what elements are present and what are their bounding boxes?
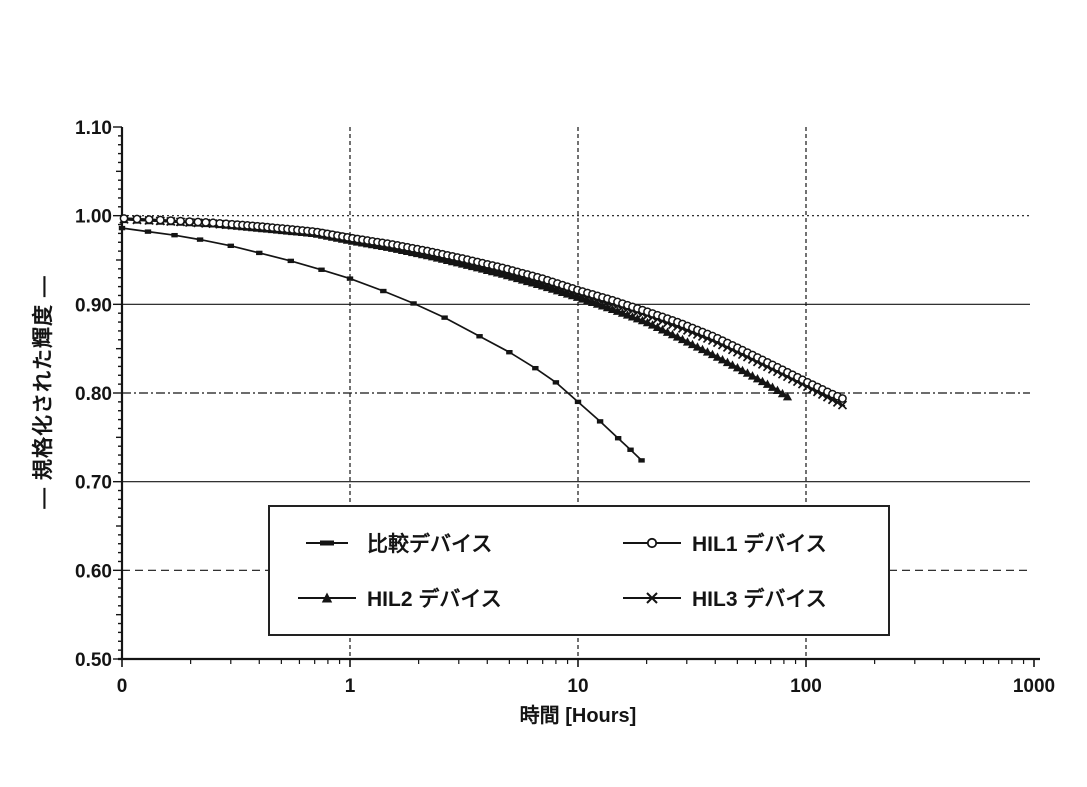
legend-item-hil1: HIL1 デバイス xyxy=(621,515,888,571)
legend-label-hil1: HIL1 デバイス xyxy=(692,532,827,556)
svg-text:0.90: 0.90 xyxy=(75,295,112,316)
hil1-circle-marker-icon xyxy=(623,537,681,548)
y-axis-title: ― 規格化された輝度 ― xyxy=(32,275,55,509)
comparison-line-marker-icon xyxy=(306,540,348,546)
legend-item-hil3: HIL3 デバイス xyxy=(621,571,888,627)
x-axis-title: 時間 [Hours] xyxy=(519,705,637,727)
legend-item-comparison: 比較デバイス xyxy=(296,515,621,571)
svg-text:1.00: 1.00 xyxy=(75,207,112,228)
legend-label-hil2: HIL2 デバイス xyxy=(367,588,502,612)
svg-text:0.50: 0.50 xyxy=(75,650,112,671)
legend-item-hil2: HIL2 デバイス xyxy=(296,571,621,627)
svg-text:0.60: 0.60 xyxy=(75,561,112,582)
svg-text:0.70: 0.70 xyxy=(75,473,112,494)
svg-text:10: 10 xyxy=(567,676,588,697)
svg-text:0: 0 xyxy=(117,676,128,697)
svg-text:1.10: 1.10 xyxy=(75,118,112,139)
svg-text:100: 100 xyxy=(790,676,822,697)
legend-label-comparison: 比較デバイス xyxy=(367,532,493,556)
svg-text:1: 1 xyxy=(345,676,356,697)
hil2-triangle-marker-icon xyxy=(298,592,356,603)
legend-label-hil3: HIL3 デバイス xyxy=(692,588,827,612)
svg-text:0.80: 0.80 xyxy=(75,384,112,405)
hil3-x-marker-icon xyxy=(623,592,681,604)
svg-text:1000: 1000 xyxy=(1013,676,1055,697)
chart-legend: 比較デバイス HIL1 デバイス HIL2 デバイス HIL3 デバイス xyxy=(268,505,890,636)
